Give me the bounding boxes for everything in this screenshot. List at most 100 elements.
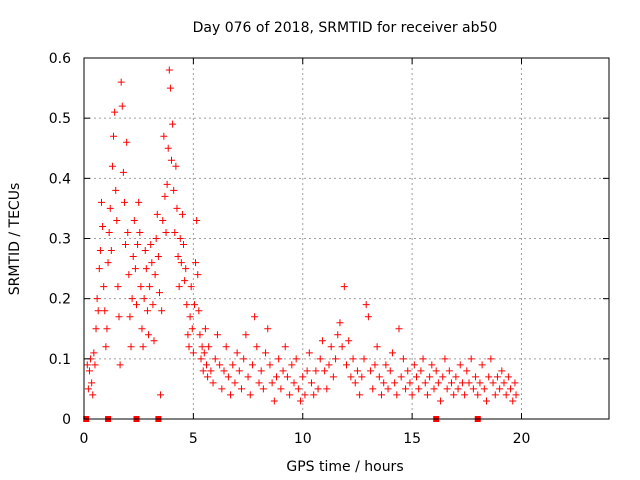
data-point <box>161 192 169 200</box>
data-point <box>502 391 510 399</box>
data-point <box>397 373 405 381</box>
data-point <box>334 331 342 339</box>
data-point <box>428 361 436 369</box>
data-point <box>382 361 390 369</box>
data-point <box>147 241 155 249</box>
data-point <box>106 204 114 212</box>
data-point <box>119 168 127 176</box>
data-point <box>176 235 184 242</box>
data-point <box>169 120 177 128</box>
data-point <box>367 367 375 375</box>
data-point <box>391 379 399 387</box>
data-point <box>168 156 175 164</box>
data-point <box>483 397 490 405</box>
data-point <box>133 301 140 309</box>
data-point <box>178 210 186 218</box>
data-point <box>128 295 136 303</box>
data-point <box>100 283 108 291</box>
data-point <box>107 247 115 255</box>
data-point <box>270 397 278 405</box>
data-point <box>450 391 458 399</box>
data-point <box>491 391 499 399</box>
data-point <box>500 379 508 387</box>
y-tick-label: 0.5 <box>49 111 71 127</box>
data-point <box>91 361 99 369</box>
data-point <box>283 373 291 381</box>
data-point <box>268 379 276 387</box>
data-point <box>463 367 471 375</box>
data-point <box>135 198 143 206</box>
data-point <box>186 313 194 321</box>
data-point <box>194 271 202 279</box>
data-point <box>93 295 101 303</box>
data-point <box>395 325 403 333</box>
data-point <box>469 385 477 393</box>
data-point <box>248 361 256 369</box>
data-point <box>480 385 488 393</box>
data-point <box>187 283 195 291</box>
data-points <box>83 66 520 405</box>
data-point <box>507 385 515 393</box>
data-point <box>384 385 392 393</box>
data-point <box>157 391 165 399</box>
chart-title: Day 076 of 2018, SRMTID for receiver ab5… <box>193 20 498 36</box>
data-point <box>136 228 144 236</box>
data-point <box>399 355 407 363</box>
data-point <box>458 379 466 387</box>
data-point <box>255 379 263 387</box>
data-point <box>432 367 440 375</box>
data-point <box>380 379 388 387</box>
data-point <box>158 307 166 315</box>
data-point <box>205 343 213 351</box>
data-point <box>185 343 193 351</box>
data-point <box>189 349 197 357</box>
data-point <box>145 331 153 339</box>
data-point <box>441 355 449 363</box>
data-point <box>430 385 438 393</box>
data-point <box>220 367 228 375</box>
data-point <box>375 373 383 381</box>
x-axis-title: GPS time / hours <box>286 459 403 475</box>
data-point <box>294 385 302 393</box>
x-tick-label: 10 <box>294 431 312 447</box>
data-point <box>421 379 429 387</box>
data-point <box>371 361 379 369</box>
data-point <box>489 379 497 387</box>
data-point <box>126 313 134 321</box>
data-point <box>406 379 414 387</box>
data-point <box>127 343 135 351</box>
data-point <box>196 331 204 339</box>
x-tick-label: 0 <box>80 431 89 447</box>
data-point <box>146 283 154 291</box>
data-point <box>498 367 506 375</box>
data-point <box>110 132 118 140</box>
data-point <box>487 355 495 363</box>
data-point <box>149 301 157 309</box>
data-point <box>388 349 396 357</box>
data-point <box>417 367 425 375</box>
data-point <box>192 259 200 267</box>
data-point <box>321 367 329 375</box>
data-point <box>314 385 322 393</box>
data-point <box>373 343 381 351</box>
data-point <box>90 349 98 357</box>
data-point <box>445 367 453 375</box>
y-tick-label: 0 <box>62 412 71 428</box>
data-point <box>504 373 512 381</box>
data-point <box>197 355 205 363</box>
data-point <box>222 343 230 351</box>
data-point <box>198 343 206 351</box>
data-point <box>336 319 344 327</box>
data-point <box>290 379 298 387</box>
data-point <box>129 253 137 261</box>
data-point <box>242 331 250 339</box>
data-point <box>461 391 469 399</box>
data-point <box>118 102 126 110</box>
data-point <box>318 337 326 345</box>
data-point <box>316 355 324 363</box>
data-point <box>340 283 348 291</box>
data-point <box>496 385 504 393</box>
data-point <box>155 289 163 297</box>
data-point <box>426 373 434 381</box>
data-point <box>131 265 139 273</box>
